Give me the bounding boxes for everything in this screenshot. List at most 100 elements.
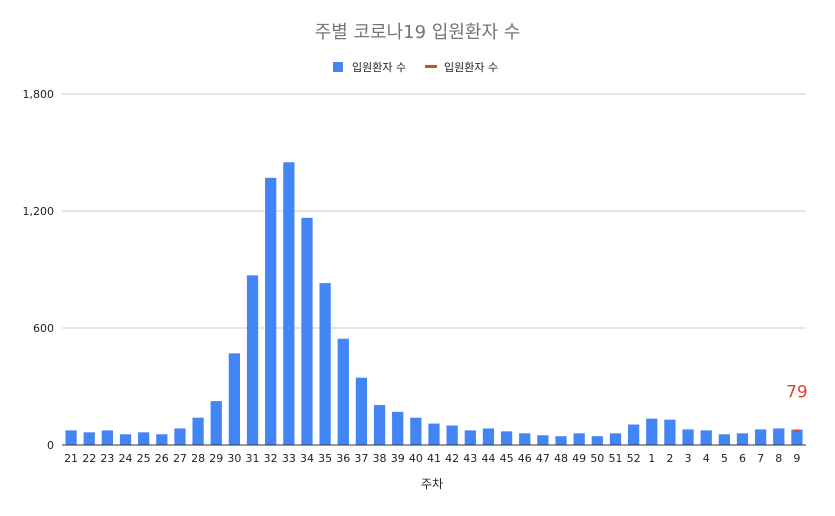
y-tick-label: 1,200	[23, 205, 55, 218]
x-tick-label: 33	[282, 452, 296, 465]
bar	[555, 436, 567, 445]
x-axis-ticks: 21 22 23 24 25 26 27 28 29 30 31 32 33 34 35 36 37 38 39 40…	[64, 452, 800, 465]
bar	[210, 401, 222, 445]
x-tick-label: 6	[739, 452, 746, 465]
x-tick-label: 29	[209, 452, 223, 465]
bar	[428, 423, 440, 445]
bar	[265, 177, 277, 445]
x-tick-label: 31	[246, 452, 260, 465]
bar	[192, 417, 204, 445]
x-tick-label: 51	[608, 452, 622, 465]
x-tick-label: 32	[264, 452, 278, 465]
x-tick-label: 52	[627, 452, 641, 465]
bar-series	[65, 162, 803, 445]
x-tick-label: 39	[391, 452, 405, 465]
bar	[537, 435, 549, 445]
bar	[736, 433, 749, 445]
bar	[65, 430, 77, 445]
bar	[337, 338, 349, 445]
x-tick-label: 42	[445, 452, 459, 465]
bar	[700, 430, 712, 445]
bar	[156, 434, 168, 445]
x-tick-label: 43	[463, 452, 477, 465]
x-tick-label: 27	[173, 452, 187, 465]
bar	[591, 436, 603, 445]
bar	[482, 428, 495, 445]
annotation: 79	[786, 383, 808, 432]
bar	[355, 377, 368, 445]
bar	[246, 275, 259, 445]
bar	[500, 431, 513, 445]
bar	[83, 432, 95, 445]
x-tick-label: 36	[336, 452, 350, 465]
x-tick-label: 8	[775, 452, 782, 465]
bar	[464, 430, 476, 445]
legend-label-bar: 입원환자 수	[352, 61, 406, 74]
legend-swatch-line	[425, 65, 437, 68]
x-tick-label: 38	[373, 452, 387, 465]
bar	[519, 433, 531, 445]
bar	[646, 418, 658, 445]
bar	[319, 283, 331, 445]
x-tick-label: 2	[666, 452, 673, 465]
x-tick-label: 28	[191, 452, 205, 465]
x-tick-label: 46	[518, 452, 532, 465]
x-tick-label: 5	[721, 452, 728, 465]
bar	[446, 425, 458, 445]
bar	[228, 353, 241, 445]
bar	[138, 432, 150, 445]
y-tick-label: 600	[33, 322, 54, 335]
bar	[755, 429, 767, 445]
x-tick-label: 30	[227, 452, 241, 465]
x-tick-label: 44	[481, 452, 495, 465]
legend: 입원환자 수 입원환자 수	[333, 61, 498, 74]
x-tick-label: 26	[155, 452, 169, 465]
bar	[773, 428, 785, 445]
x-tick-label: 34	[300, 452, 314, 465]
bar	[410, 417, 422, 445]
x-tick-label: 50	[590, 452, 604, 465]
x-tick-label: 9	[793, 452, 800, 465]
legend-swatch-bar	[333, 62, 343, 72]
bar	[119, 434, 132, 445]
bar	[101, 430, 113, 445]
x-tick-label: 24	[119, 452, 133, 465]
x-tick-label: 45	[500, 452, 514, 465]
x-tick-label: 41	[427, 452, 441, 465]
x-tick-label: 21	[64, 452, 78, 465]
x-tick-label: 49	[572, 452, 586, 465]
x-axis-title: 주차	[421, 477, 443, 491]
bar	[373, 405, 386, 445]
x-tick-label: 37	[354, 452, 368, 465]
y-tick-label: 0	[47, 439, 54, 452]
bar	[392, 411, 404, 445]
bar	[301, 217, 313, 445]
legend-label-line: 입원환자 수	[444, 61, 498, 74]
bar	[718, 434, 730, 445]
x-tick-label: 47	[536, 452, 550, 465]
y-tick-label: 1,800	[23, 88, 55, 101]
x-tick-label: 40	[409, 452, 423, 465]
bar	[573, 433, 585, 445]
chart-title: 주별 코로나19 입원환자 수	[315, 22, 521, 43]
x-tick-label: 22	[82, 452, 96, 465]
bar	[791, 429, 803, 445]
bar	[682, 429, 694, 445]
x-tick-label: 3	[685, 452, 692, 465]
bar	[664, 419, 676, 445]
bar	[609, 433, 622, 445]
x-tick-label: 4	[703, 452, 710, 465]
x-tick-label: 35	[318, 452, 332, 465]
y-axis-ticks: 0 600 1,200 1,800	[23, 88, 55, 452]
x-tick-label: 48	[554, 452, 568, 465]
gridlines	[62, 93, 806, 329]
bar	[174, 428, 186, 445]
bar	[627, 424, 640, 445]
x-tick-label: 23	[100, 452, 114, 465]
x-tick-label: 25	[137, 452, 151, 465]
bar	[283, 162, 295, 445]
annotation-label: 79	[786, 383, 808, 403]
x-tick-label: 7	[757, 452, 764, 465]
x-tick-label: 1	[648, 452, 655, 465]
